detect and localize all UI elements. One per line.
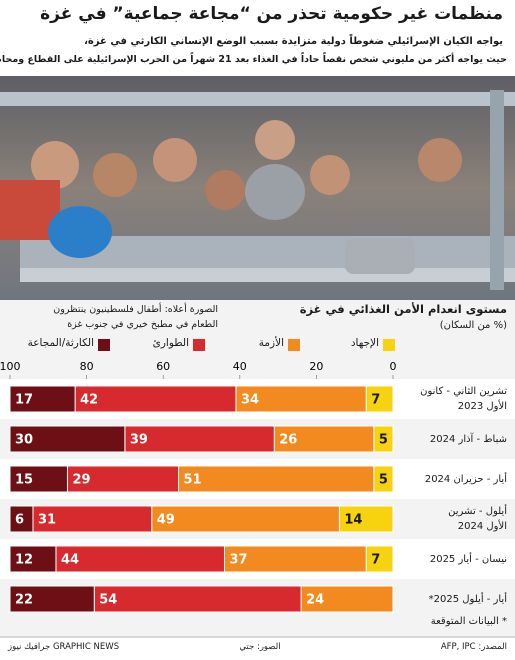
bar-segment: [9, 465, 68, 493]
chart-title: مستوى انعدام الأمن الغذائي في غزة: [299, 302, 507, 316]
photo-caption: الصورة أعلاه: أطفال فلسطينيون ينتظرون ال…: [53, 304, 218, 330]
value-label: 37: [229, 553, 247, 568]
chart-subtitle: (% من السكان): [439, 320, 507, 331]
x-tick-label: 60: [156, 360, 170, 373]
value-label: 12: [15, 553, 33, 568]
value-label: 15: [15, 473, 33, 488]
value-label: 7: [371, 553, 380, 568]
category-label: أيلول - تشرين الأول 2024: [448, 506, 507, 532]
photo: [0, 76, 515, 300]
legend-swatch: [98, 339, 110, 351]
value-label: 6: [15, 513, 24, 528]
subtitle-line: يواجه الكيان الإسرائيلي ضغوطاً دولية متز…: [84, 36, 503, 47]
bar-segment: [273, 425, 375, 453]
legend-swatch: [383, 339, 395, 351]
bar-segment: [74, 385, 237, 413]
value-label: 44: [61, 553, 79, 568]
value-label: 14: [344, 513, 362, 528]
value-label: 26: [279, 433, 297, 448]
subtitle-line: حيث يواجه أكثر من مليوني شخص نقصاً حاداً…: [0, 54, 507, 65]
bar-segment: [66, 465, 180, 493]
value-label: 24: [306, 593, 324, 608]
bar-segment: [124, 425, 275, 453]
source: المصدر: AFP, IPC: [440, 642, 507, 652]
photo-credit: الصور: جتي: [239, 642, 281, 652]
value-label: 51: [184, 473, 202, 488]
value-label: 39: [130, 433, 148, 448]
legend-label: الإجهاد: [350, 337, 379, 349]
x-tick-label: 80: [80, 360, 94, 373]
category-label: تشرين الثاني - كانون الأول 2023: [420, 386, 507, 412]
category-label: شباط - آذار 2024: [429, 433, 507, 445]
bar-segment: [55, 545, 225, 573]
value-label: 5: [379, 433, 388, 448]
value-label: 34: [241, 393, 259, 408]
legend-label: الكارثة/المجاعة: [27, 337, 94, 349]
value-label: 30: [15, 433, 33, 448]
bar-segment: [178, 465, 375, 493]
footnote: * البيانات المتوقعة: [430, 616, 507, 627]
x-tick-label: 0: [390, 360, 397, 373]
x-tick-label: 100: [0, 360, 21, 373]
legend-label: الطوارئ: [152, 337, 189, 349]
legend-label: الأزمة: [258, 337, 284, 349]
bar-segment: [235, 385, 367, 413]
value-label: 5: [379, 473, 388, 488]
bar-segment: [9, 425, 126, 453]
legend-swatch: [193, 339, 205, 351]
publisher: GRAPHIC NEWS جرافيك نيوز: [8, 642, 120, 652]
bar-segment: [338, 505, 394, 533]
bar-segment: [93, 585, 302, 613]
value-label: 42: [80, 393, 98, 408]
category-label: أيار - حزيران 2024: [424, 473, 507, 485]
x-tick-label: 40: [233, 360, 247, 373]
value-label: 17: [15, 393, 33, 408]
category-label: نيسان - أيار 2025: [429, 553, 507, 565]
title: منظمات غير حكومية تحذر من “مجاعة جماعية”…: [40, 4, 503, 24]
value-label: 22: [15, 593, 33, 608]
value-label: 29: [72, 473, 90, 488]
bar-segment: [9, 545, 57, 573]
bar-segment: [9, 585, 95, 613]
x-tick-label: 20: [309, 360, 323, 373]
bar-segment: [9, 505, 34, 533]
legend-swatch: [288, 339, 300, 351]
category-label: أيار - أيلول 2025*: [428, 593, 507, 605]
bar-segment: [151, 505, 340, 533]
bar-segment: [9, 385, 76, 413]
value-label: 7: [371, 393, 380, 408]
value-label: 31: [38, 513, 56, 528]
bar-segment: [365, 385, 394, 413]
value-label: 49: [157, 513, 175, 528]
value-label: 54: [99, 593, 117, 608]
